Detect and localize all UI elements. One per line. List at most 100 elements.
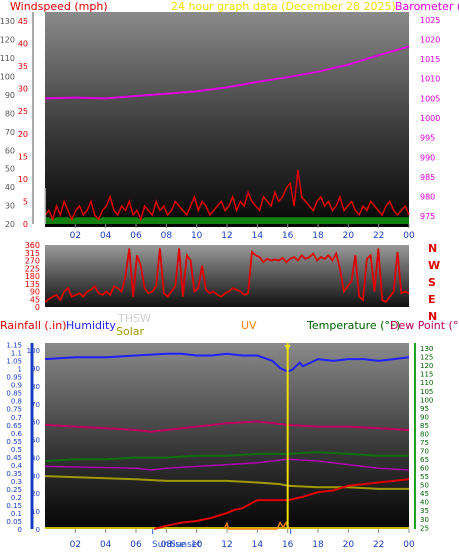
- rain-tick-label: 0.1: [11, 510, 22, 518]
- wind-direction-plot-area: [45, 245, 409, 307]
- rainfall-legend: Rainfall (.in): [0, 319, 67, 332]
- x-tick-label: 14: [252, 540, 264, 550]
- wind-tick-label: 15: [18, 152, 28, 161]
- rain-tick-label: 0.5: [11, 446, 22, 454]
- compass-label: W: [428, 259, 440, 272]
- weather-plot-area: [45, 343, 409, 529]
- temperature-tick-label: 115: [420, 371, 433, 379]
- direction-tick-label: 45: [30, 295, 40, 304]
- humidity-tick-label: 30: [31, 472, 40, 480]
- barometer-tick-label: 975: [420, 212, 435, 221]
- rain-tick-label: 0.85: [6, 390, 22, 398]
- direction-tick-label: 270: [25, 257, 40, 266]
- rain-tick-label: 0.4: [11, 462, 23, 470]
- direction-tick-label: 360: [25, 241, 40, 250]
- barometer-tick-label: 1010: [420, 75, 440, 84]
- left-scale-tick-label: 130: [0, 17, 15, 26]
- wind-gust-line: [44, 169, 410, 222]
- barometer-tick-label: 1000: [420, 114, 440, 123]
- temperature-tick-label: 65: [420, 456, 429, 464]
- rain-tick-label: 0.55: [6, 438, 22, 446]
- x-tick-label: 08: [161, 540, 173, 550]
- uv-line: [223, 521, 290, 530]
- rain-tick-label: 0.7: [11, 414, 22, 422]
- rain-tick-label: 0.6: [11, 430, 23, 438]
- x-tick-label: 12: [221, 540, 232, 550]
- left-scale-tick-label: 120: [0, 36, 15, 45]
- left-scale-tick-label: 50: [5, 165, 15, 174]
- rain-tick-label: 0.35: [6, 470, 22, 478]
- x-tick-label: 00: [403, 231, 415, 241]
- humidity-legend: Humidity: [66, 319, 116, 332]
- rain-tick-label: 0.9: [11, 382, 22, 390]
- rain-tick-label: 0.45: [6, 454, 22, 462]
- rain-tick-label: 0.75: [6, 406, 22, 414]
- humidity-tick-label: 60: [31, 419, 40, 427]
- temperature-tick-label: 60: [420, 465, 429, 473]
- x-tick-label: 16: [282, 231, 294, 241]
- wind-tick-label: 10: [18, 175, 28, 184]
- humidity-tick-label: 10: [31, 508, 40, 516]
- x-tick-label: 20: [343, 231, 355, 241]
- temperature-tick-label: 75: [420, 439, 429, 447]
- temperature-line: [44, 451, 409, 462]
- temperature-tick-label: 90: [420, 413, 429, 421]
- wind-baro-plot-area: [45, 12, 409, 227]
- rain-tick-label: 1.1: [11, 350, 22, 358]
- left-scale-tick-label: 40: [5, 183, 15, 192]
- x-tick-label: 18: [312, 540, 324, 550]
- rain-tick-label: 0.3: [11, 478, 22, 486]
- sunset-label: Sunset: [170, 540, 201, 550]
- humidity-tick-label: 0: [36, 526, 40, 534]
- temperature-tick-label: 95: [420, 405, 429, 413]
- temperature-tick-label: 125: [420, 354, 433, 362]
- barometer-tick-label: 995: [420, 134, 435, 143]
- wind-tick-label: 20: [18, 130, 28, 139]
- x-tick-label: 14: [252, 231, 264, 241]
- barometer-tick-label: 990: [420, 153, 435, 162]
- temperature-tick-label: 85: [420, 422, 429, 430]
- compass-label: N: [428, 242, 437, 255]
- x-tick-label: 08: [161, 231, 173, 241]
- temperature-tick-label: 70: [420, 448, 429, 456]
- x-tick-label: 12: [221, 231, 232, 241]
- temperature-tick-label: 35: [420, 507, 429, 515]
- x-tick-label: 16: [282, 540, 294, 550]
- left-scale-tick-label: 70: [5, 128, 15, 137]
- temperature-tick-label: 100: [420, 396, 433, 404]
- rain-tick-label: 1.05: [6, 358, 22, 366]
- rain-tick-label: 0.2: [11, 494, 22, 502]
- wind-tick-label: 35: [18, 62, 28, 71]
- rain-tick-label: 0.95: [6, 374, 22, 382]
- left-scale-tick-label: 30: [5, 202, 15, 211]
- left-scale-tick-label: 90: [5, 91, 15, 100]
- x-tick-label: 20: [343, 540, 355, 550]
- barometer-axis-label: Barometer (mb): [395, 0, 459, 13]
- barometer-tick-label: 1005: [420, 94, 440, 103]
- temperature-legend: Temperature (°F): [306, 319, 401, 332]
- barometer-line: [44, 45, 410, 100]
- compass-label: E: [428, 293, 436, 306]
- x-tick-label: 00: [403, 540, 415, 550]
- compass-label: S: [428, 276, 436, 289]
- barometer-tick-label: 1015: [420, 55, 440, 64]
- solar-legend: Solar: [116, 325, 145, 338]
- solar-line: [44, 475, 409, 490]
- humidity-tick-label: 100: [27, 347, 40, 355]
- temperature-tick-label: 40: [420, 499, 429, 507]
- rain-tick-label: 0: [18, 526, 22, 534]
- temperature-tick-label: 105: [420, 388, 433, 396]
- wind-tick-label: 25: [18, 107, 28, 116]
- direction-tick-label: 135: [25, 280, 40, 289]
- temperature-tick-label: 30: [420, 516, 429, 524]
- x-tick-label: 02: [70, 540, 81, 550]
- x-tick-label: 02: [70, 231, 81, 241]
- rain-tick-label: 0.65: [6, 422, 22, 430]
- temperature-tick-label: 50: [420, 482, 429, 490]
- x-tick-label: 06: [130, 540, 142, 550]
- wind-tick-label: 0: [23, 220, 28, 229]
- barometer-tick-label: 1020: [420, 35, 440, 44]
- humidity-tick-label: 20: [31, 490, 40, 498]
- humidity-tick-label: 90: [31, 365, 40, 373]
- windspeed-axis-label: Windspeed (mph): [10, 0, 108, 13]
